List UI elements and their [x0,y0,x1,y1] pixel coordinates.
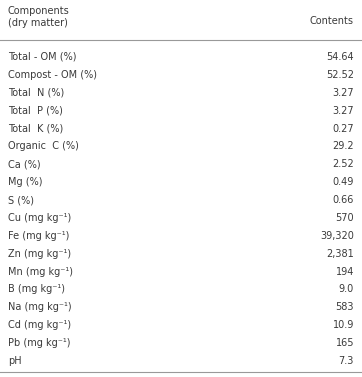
Text: 54.64: 54.64 [327,52,354,62]
Text: Fe (mg kg⁻¹): Fe (mg kg⁻¹) [8,231,70,241]
Text: Total - OM (%): Total - OM (%) [8,52,76,62]
Text: 570: 570 [335,213,354,223]
Text: Contents: Contents [310,16,354,26]
Text: 52.52: 52.52 [326,70,354,80]
Text: Total  K (%): Total K (%) [8,124,63,133]
Text: Pb (mg kg⁻¹): Pb (mg kg⁻¹) [8,338,71,348]
Text: Cd (mg kg⁻¹): Cd (mg kg⁻¹) [8,320,71,330]
Text: Total  N (%): Total N (%) [8,88,64,98]
Text: 10.9: 10.9 [333,320,354,330]
Text: 39,320: 39,320 [320,231,354,241]
Text: Mn (mg kg⁻¹): Mn (mg kg⁻¹) [8,267,73,277]
Text: Components
(dry matter): Components (dry matter) [8,6,70,28]
Text: Zn (mg kg⁻¹): Zn (mg kg⁻¹) [8,249,71,259]
Text: Ca (%): Ca (%) [8,159,41,169]
Text: 9.0: 9.0 [339,285,354,294]
Text: 2,381: 2,381 [326,249,354,259]
Text: Mg (%): Mg (%) [8,177,42,187]
Text: Na (mg kg⁻¹): Na (mg kg⁻¹) [8,302,72,313]
Text: 2.52: 2.52 [332,159,354,169]
Text: 0.27: 0.27 [332,124,354,133]
Text: Total  P (%): Total P (%) [8,106,63,116]
Text: Cu (mg kg⁻¹): Cu (mg kg⁻¹) [8,213,71,223]
Text: S (%): S (%) [8,195,34,205]
Text: 194: 194 [336,267,354,277]
Text: 29.2: 29.2 [332,141,354,152]
Text: 3.27: 3.27 [332,106,354,116]
Text: pH: pH [8,356,22,366]
Text: 583: 583 [336,302,354,313]
Text: Organic  C (%): Organic C (%) [8,141,79,152]
Text: Compost - OM (%): Compost - OM (%) [8,70,97,80]
Text: 7.3: 7.3 [338,356,354,366]
Text: 165: 165 [336,338,354,348]
Text: 0.66: 0.66 [333,195,354,205]
Text: 0.49: 0.49 [333,177,354,187]
Text: B (mg kg⁻¹): B (mg kg⁻¹) [8,285,65,294]
Text: 3.27: 3.27 [332,88,354,98]
